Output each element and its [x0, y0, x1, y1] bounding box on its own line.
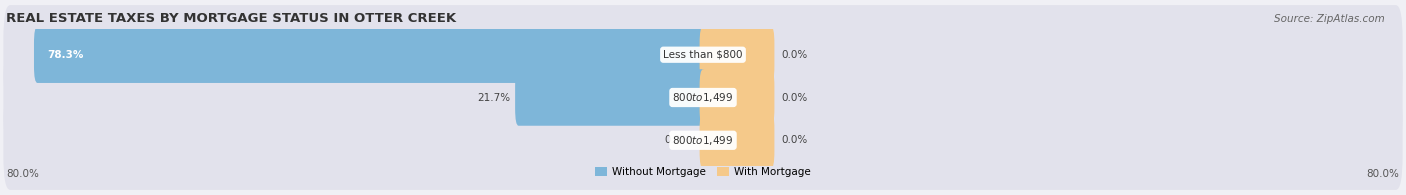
FancyBboxPatch shape [3, 91, 1403, 190]
FancyBboxPatch shape [700, 69, 775, 126]
FancyBboxPatch shape [515, 69, 706, 126]
Text: 0.0%: 0.0% [782, 135, 807, 145]
Text: Less than $800: Less than $800 [664, 50, 742, 60]
Text: $800 to $1,499: $800 to $1,499 [672, 134, 734, 147]
Legend: Without Mortgage, With Mortgage: Without Mortgage, With Mortgage [591, 163, 815, 181]
Text: REAL ESTATE TAXES BY MORTGAGE STATUS IN OTTER CREEK: REAL ESTATE TAXES BY MORTGAGE STATUS IN … [6, 12, 456, 25]
Text: 0.0%: 0.0% [782, 92, 807, 103]
Text: Source: ZipAtlas.com: Source: ZipAtlas.com [1274, 14, 1385, 24]
FancyBboxPatch shape [700, 27, 775, 83]
FancyBboxPatch shape [700, 112, 775, 168]
FancyBboxPatch shape [3, 5, 1403, 104]
FancyBboxPatch shape [3, 48, 1403, 147]
Text: 21.7%: 21.7% [477, 92, 510, 103]
Text: 0.0%: 0.0% [782, 50, 807, 60]
Text: 0.0%: 0.0% [664, 135, 690, 145]
FancyBboxPatch shape [34, 27, 706, 83]
Text: 78.3%: 78.3% [48, 50, 84, 60]
Text: $800 to $1,499: $800 to $1,499 [672, 91, 734, 104]
